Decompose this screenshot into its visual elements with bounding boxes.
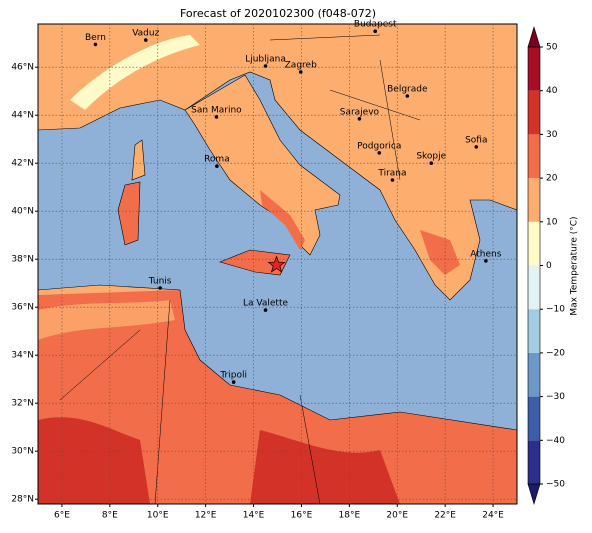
colorbar-bin [528,309,540,353]
colorbar-bin [528,396,540,441]
city-label: Sarajevo [340,107,380,117]
coastal-patch [38,300,175,340]
city-label: Tirana [377,169,406,179]
city-dot [214,115,219,119]
x-tick-label: 22°E [434,511,456,521]
location-star [267,255,286,273]
map-frame [37,23,518,505]
x-tick-label: 8°E [102,511,118,521]
y-tick-label: 34°N [11,351,34,361]
colorbar-bin [528,134,540,179]
city-dot [429,161,434,165]
city-dot [474,145,479,149]
city-label: Bern [85,33,106,43]
city-label: Belgrade [387,85,428,95]
borders [59,34,421,504]
x-tick-label: 20°E [386,511,408,521]
y-tick-label: 32°N [11,399,34,409]
italy-warm [260,190,305,250]
city-label: Ljubljana [245,55,286,65]
city-label: Skopje [416,152,446,162]
colorbar-over [527,25,541,48]
y-tick-label: 36°N [11,303,34,313]
city-label: Vaduz [132,29,159,39]
colorbar-label: Max Temperature (°C) [570,216,580,315]
city-label: Tunis [148,277,172,287]
y-tick-label: 28°N [11,495,34,505]
city-label: Podgorica [357,141,401,151]
colorbar-tick-label: −40 [546,436,565,446]
city-dot [263,64,268,68]
y-tick-label: 42°N [11,159,34,169]
x-tick-label: 10°E [147,511,169,521]
colorbar-tick-label: 0 [546,261,552,271]
greece-warm [420,230,460,275]
colorbar-bin [528,352,540,397]
city-dot [93,42,98,47]
sardinia [117,181,141,246]
colorbar-bin [528,440,540,484]
x-tick-label: 18°E [339,511,361,521]
colorbar-tick-label: 30 [546,130,558,140]
x-tick-label: 12°E [195,511,217,521]
city-label: Budapest [354,20,397,30]
hot-patch [38,417,400,504]
city-label: Sofia [465,135,487,145]
x-tick-label: 14°E [243,511,265,521]
colorbar-under [527,483,541,506]
colorbar-tick-label: 10 [546,217,558,227]
city-label: Tripoli [219,371,247,381]
x-tick-label: 16°E [291,511,313,521]
colorbar-bin [528,90,540,135]
colorbar-tick-label: −50 [546,480,565,490]
city-dot [357,117,362,121]
corsica [131,139,146,181]
city-label: Roma [204,155,230,165]
city-dot [298,70,303,74]
x-tick-label: 6°E [54,511,70,521]
city-dot [263,308,268,312]
y-tick-label: 44°N [11,111,34,121]
x-tick-label: 24°E [482,511,504,521]
y-tick-label: 38°N [11,255,34,265]
colorbar-tick-label: 40 [546,86,558,96]
city-dot [231,380,236,384]
city-label: La Valette [243,299,288,309]
map-title: Forecast of 2020102300 (f048-072) [180,7,376,20]
y-tick-label: 30°N [11,447,34,457]
y-tick-label: 40°N [11,207,34,217]
colorbar-bin [528,178,540,222]
colorbar-tick-label: −20 [546,348,565,358]
colorbar-tick-label: −30 [546,392,565,402]
colorbar-bin [528,221,540,266]
city-dot [484,259,488,263]
colorbar-tick-label: −10 [546,305,565,315]
city-dot [143,38,148,42]
y-tick-label: 46°N [11,63,34,73]
colorbar-bin [528,47,540,91]
city-dot [158,286,162,290]
city-label: Athens [470,249,501,259]
city-dot [373,29,378,33]
alps-cool [70,35,200,110]
colorbar-tick-label: 20 [546,174,558,184]
colorbar-bin [528,265,540,310]
city-label: San Marino [191,105,242,115]
colorbar-tick-label: 50 [546,43,558,53]
city-dot [215,164,219,168]
city-dot [390,178,395,182]
city-label: Zagreb [285,61,317,71]
city-dot [377,151,382,155]
city-dot [405,94,410,98]
